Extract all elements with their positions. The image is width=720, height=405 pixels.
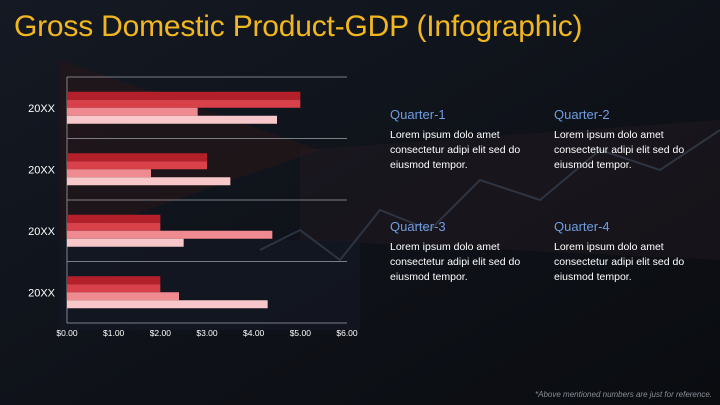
quarter-3-title: Quarter-3 (390, 219, 446, 234)
y-tick-label: 20XX (28, 287, 56, 299)
bar (67, 300, 268, 309)
y-tick-label: 20XX (28, 103, 56, 115)
quarter-4-block: Quarter-4 Lorem ipsum dolo amet consecte… (554, 219, 714, 285)
footnote: *Above mentioned numbers are just for re… (535, 390, 712, 399)
x-tick-label: $4.00 (243, 328, 265, 338)
bar (67, 107, 198, 116)
bar (67, 177, 231, 186)
x-tick-label: $1.00 (103, 328, 125, 338)
quarter-2-text: Lorem ipsum dolo amet consectetur adipi … (554, 129, 685, 171)
bar (67, 284, 161, 293)
quarter-1-title: Quarter-1 (390, 107, 446, 122)
bar (67, 230, 273, 239)
bar (67, 115, 277, 124)
y-tick-label: 20XX (28, 226, 56, 238)
x-tick-label: $0.00 (56, 328, 78, 338)
bar (67, 222, 161, 231)
bar (67, 214, 161, 223)
bar (67, 292, 179, 301)
x-tick-label: $5.00 (290, 328, 312, 338)
x-tick-label: $3.00 (196, 328, 218, 338)
bar (67, 238, 184, 247)
x-tick-label: $6.00 (336, 328, 358, 338)
quarter-3-text: Lorem ipsum dolo amet consectetur adipi … (390, 241, 521, 283)
bar (67, 99, 301, 108)
bar (67, 91, 301, 100)
quarter-3-block: Quarter-3 Lorem ipsum dolo amet consecte… (390, 219, 550, 285)
quarter-2-block: Quarter-2 Lorem ipsum dolo amet consecte… (554, 107, 714, 173)
page-title: Gross Domestic Product-GDP (Infographic) (14, 10, 583, 43)
quarter-2-title: Quarter-2 (554, 107, 610, 122)
x-tick-label: $2.00 (150, 328, 172, 338)
quarter-1-block: Quarter-1 Lorem ipsum dolo amet consecte… (390, 107, 550, 173)
quarter-1-text: Lorem ipsum dolo amet consectetur adipi … (390, 129, 521, 171)
bar (67, 169, 151, 178)
quarter-4-text: Lorem ipsum dolo amet consectetur adipi … (554, 241, 685, 283)
y-tick-label: 20XX (28, 164, 56, 176)
bar (67, 153, 207, 162)
bar (67, 161, 207, 170)
quarter-4-title: Quarter-4 (554, 219, 610, 234)
bar (67, 276, 161, 285)
